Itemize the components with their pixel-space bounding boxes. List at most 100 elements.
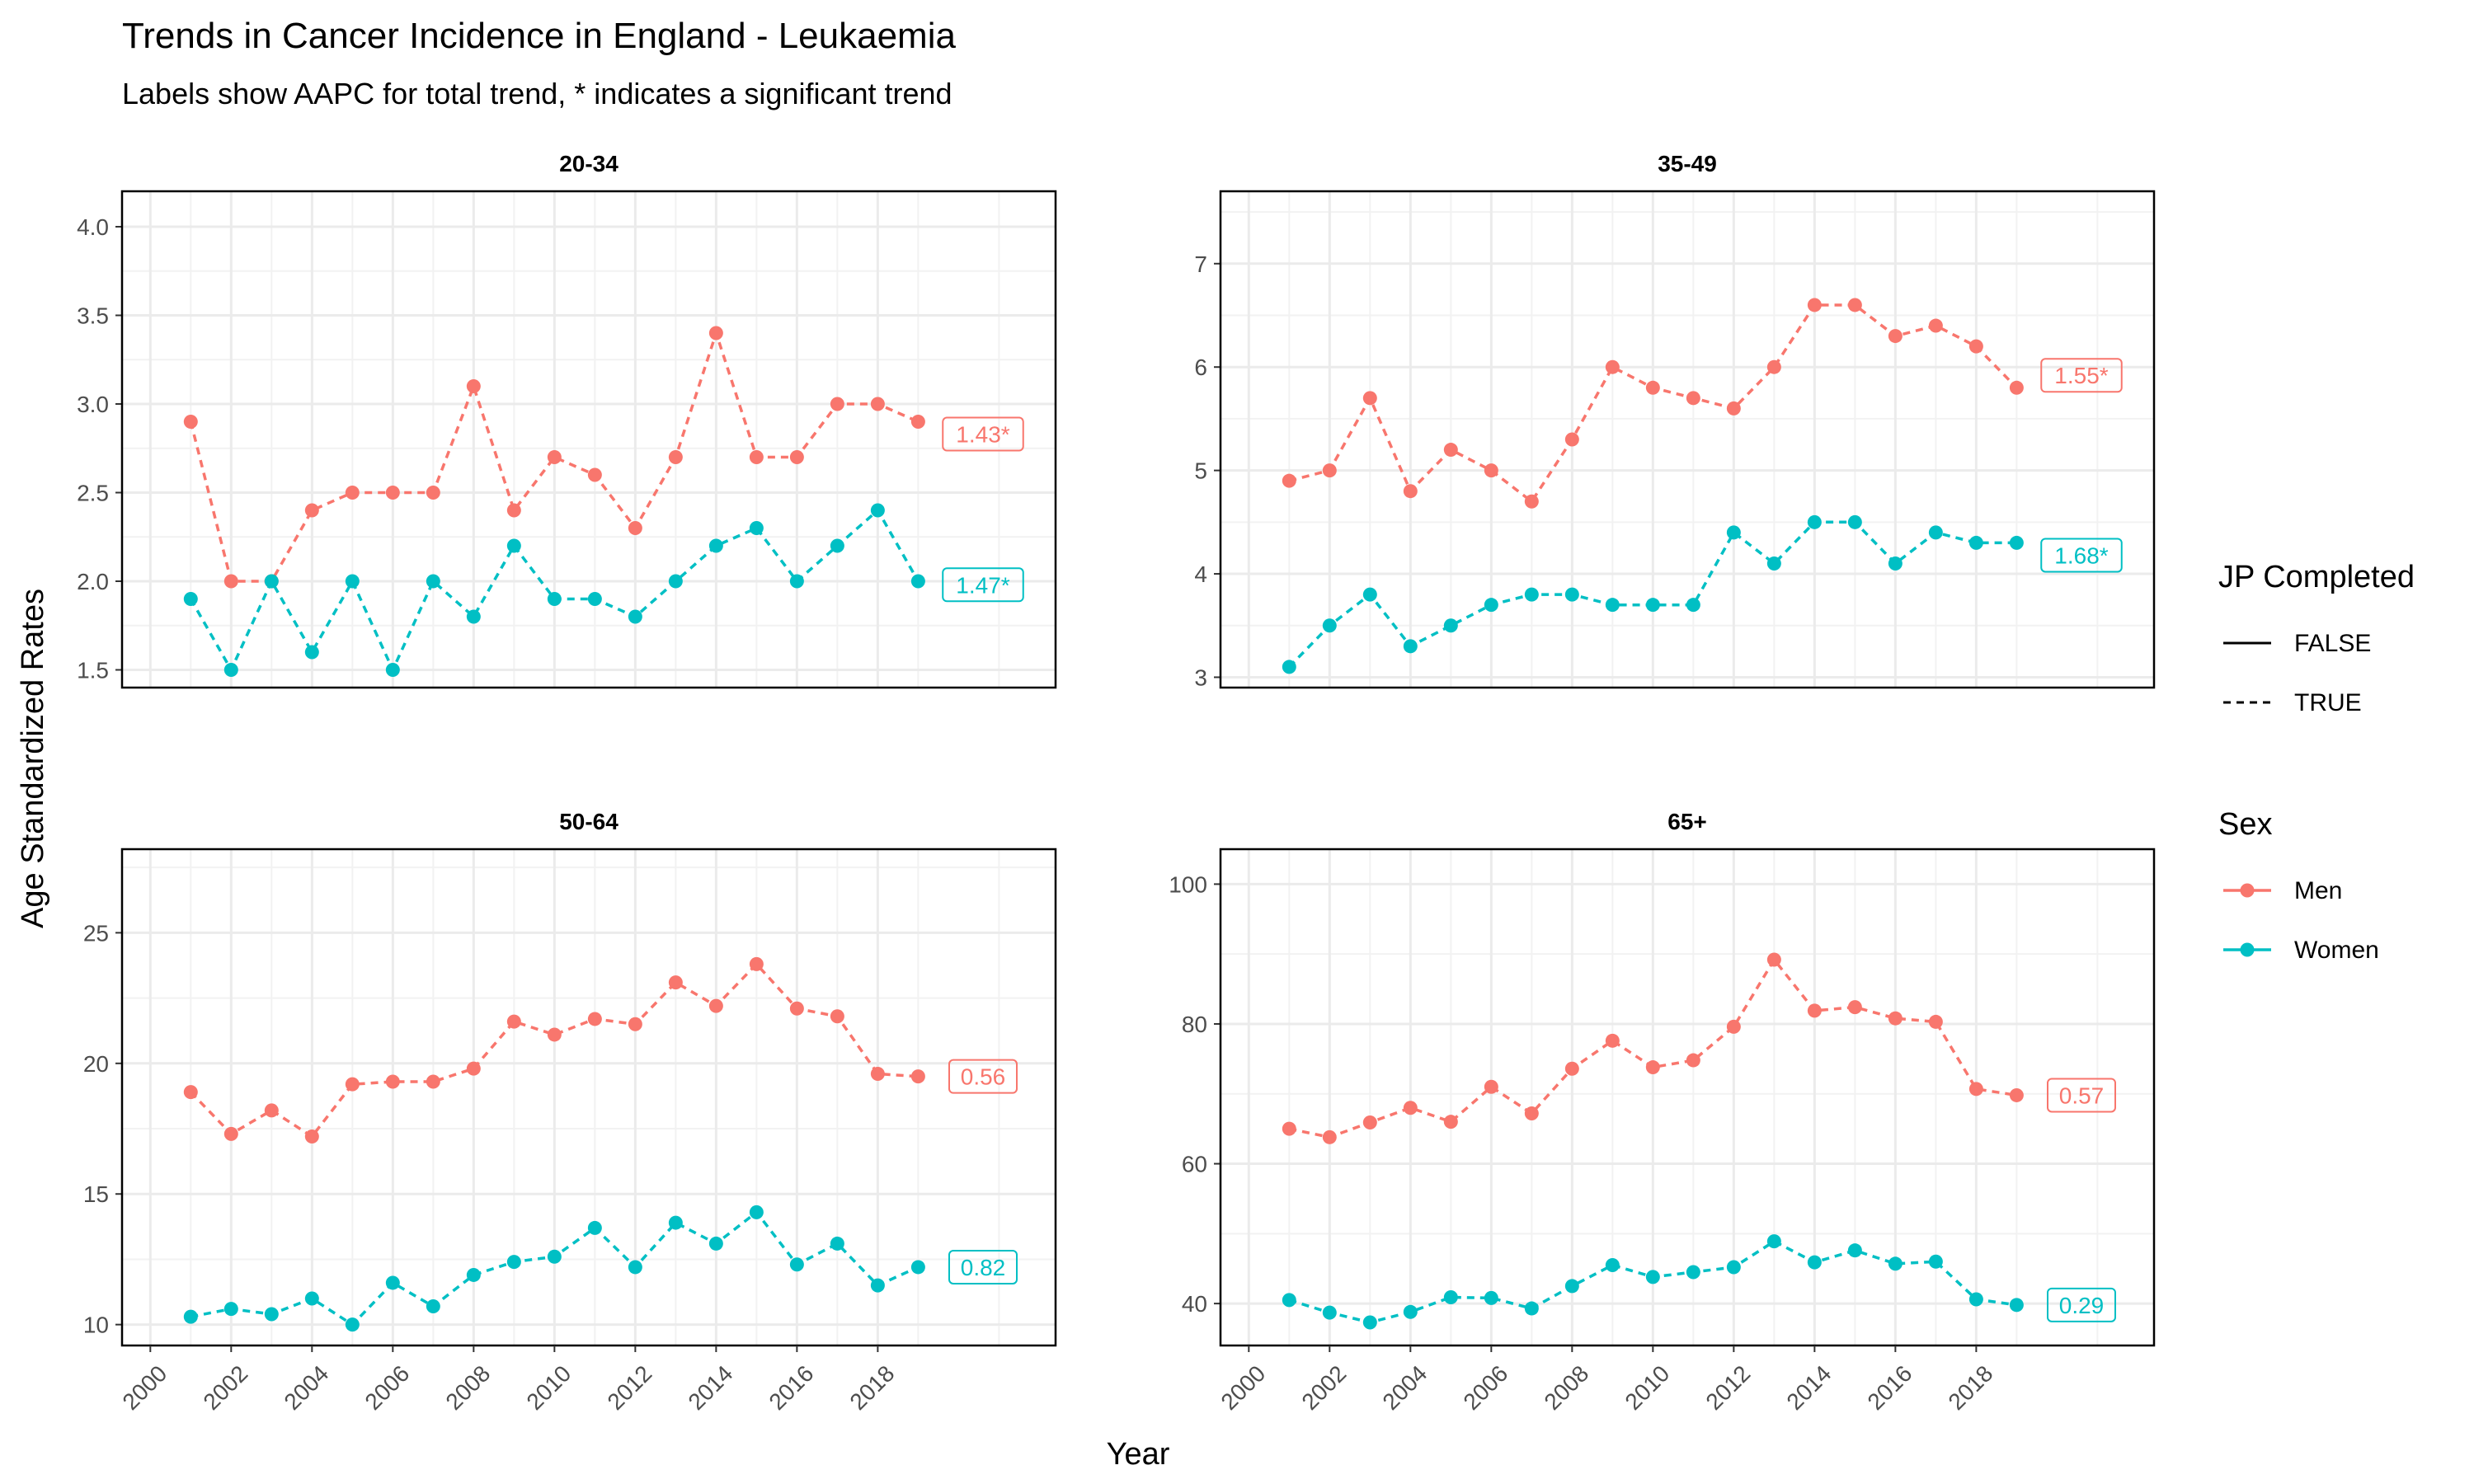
data-point-men bbox=[749, 450, 764, 464]
panel-title: 35-49 bbox=[1658, 151, 1717, 176]
data-point-men bbox=[1403, 484, 1418, 499]
data-point-men bbox=[426, 1074, 440, 1089]
data-point-men bbox=[1888, 329, 1903, 344]
data-point-men bbox=[1322, 463, 1337, 478]
x-tick-label: 2006 bbox=[1458, 1360, 1512, 1415]
y-tick-label: 100 bbox=[1169, 871, 1207, 897]
data-point-men bbox=[1362, 391, 1377, 406]
data-point-men bbox=[1524, 1106, 1539, 1121]
data-point-men bbox=[628, 1017, 642, 1031]
chart-subtitle: Labels show AAPC for total trend, * indi… bbox=[122, 77, 952, 110]
data-point-men bbox=[870, 397, 885, 411]
panel-65+: 65+ 40 60 80 100 0.57 0.29 2000 2002 2004 2006 2008… bbox=[1169, 809, 2156, 1415]
data-point-women bbox=[910, 574, 925, 589]
y-tick-label: 3.5 bbox=[77, 303, 109, 329]
data-point-men bbox=[1968, 339, 1983, 354]
data-point-women bbox=[628, 1260, 642, 1275]
data-point-men bbox=[304, 503, 319, 518]
x-tick-label: 2010 bbox=[521, 1360, 576, 1415]
data-point-men bbox=[789, 450, 804, 464]
data-point-women bbox=[1322, 618, 1337, 633]
x-tick-label: 2012 bbox=[602, 1360, 656, 1415]
data-point-women bbox=[708, 1236, 723, 1251]
data-point-women bbox=[506, 1255, 521, 1270]
data-point-men bbox=[587, 467, 602, 482]
data-point-men bbox=[1524, 494, 1539, 509]
data-point-women bbox=[1807, 1255, 1822, 1270]
data-point-men bbox=[1807, 298, 1822, 312]
y-tick-label: 7 bbox=[1194, 251, 1207, 277]
aapc-label-box bbox=[942, 416, 1024, 452]
data-point-women bbox=[1362, 587, 1377, 602]
aapc-label-box bbox=[2047, 1078, 2116, 1113]
aapc-label-box bbox=[2040, 358, 2123, 393]
data-point-men bbox=[1443, 1115, 1458, 1129]
data-point-women bbox=[345, 574, 360, 589]
data-point-men bbox=[1847, 298, 1862, 312]
legend-title-jp: JP Completed bbox=[2218, 560, 2415, 594]
legend-key-point-men bbox=[2240, 883, 2255, 898]
data-point-men bbox=[870, 1066, 885, 1081]
data-point-women bbox=[223, 663, 238, 677]
data-point-men bbox=[1443, 443, 1458, 458]
x-tick-label: 2010 bbox=[1620, 1360, 1674, 1415]
panel-border bbox=[120, 848, 1057, 1347]
data-point-men bbox=[426, 486, 440, 500]
data-point-men bbox=[1645, 380, 1660, 395]
y-tick-label: 6 bbox=[1194, 355, 1207, 380]
data-point-men bbox=[547, 1027, 562, 1042]
data-point-women bbox=[2009, 535, 2024, 550]
y-tick-label: 5 bbox=[1194, 458, 1207, 484]
data-point-men bbox=[910, 415, 925, 429]
y-tick-label: 2.0 bbox=[77, 569, 109, 594]
data-point-women bbox=[1766, 556, 1781, 571]
data-point-men bbox=[223, 1126, 238, 1141]
data-point-men bbox=[830, 397, 844, 411]
data-point-men bbox=[506, 1014, 521, 1029]
data-point-men bbox=[1766, 359, 1781, 374]
data-point-women bbox=[304, 1291, 319, 1306]
data-point-women bbox=[587, 1220, 602, 1235]
x-tick-label: 2002 bbox=[1296, 1360, 1351, 1415]
aapc-label-men: 1.55* bbox=[2054, 363, 2108, 388]
y-axis-title: Age Standardized Rates bbox=[16, 589, 50, 928]
data-point-women bbox=[668, 574, 683, 589]
y-tick-label: 20 bbox=[83, 1051, 109, 1077]
data-point-men bbox=[708, 998, 723, 1013]
x-axis-title: Year bbox=[1107, 1437, 1170, 1472]
x-tick-label: 2006 bbox=[360, 1360, 414, 1415]
x-tick-label: 2008 bbox=[1539, 1360, 1593, 1415]
data-point-men bbox=[183, 415, 198, 429]
data-point-men bbox=[1928, 318, 1943, 333]
x-tick-label: 2004 bbox=[1377, 1360, 1432, 1415]
data-point-men bbox=[506, 503, 521, 518]
data-point-women bbox=[304, 645, 319, 660]
panel-title: 65+ bbox=[1667, 809, 1707, 834]
data-point-men bbox=[1645, 1060, 1660, 1075]
data-point-men bbox=[304, 1129, 319, 1144]
panels-group: 20-34 1.5 2.0 2.5 3.0 3.5 4.0 1.43* 1.47* 35-49 3 4… bbox=[77, 151, 2156, 1415]
chart-title: Trends in Cancer Incidence in England - … bbox=[122, 16, 956, 56]
data-point-women bbox=[1362, 1315, 1377, 1330]
data-point-women bbox=[1847, 1243, 1862, 1258]
y-tick-label: 40 bbox=[1182, 1291, 1207, 1317]
data-point-women bbox=[789, 1257, 804, 1272]
data-point-women bbox=[183, 592, 198, 606]
y-tick-label: 15 bbox=[83, 1181, 109, 1207]
legend-label-men: Men bbox=[2294, 877, 2342, 904]
aapc-label-women: 0.82 bbox=[961, 1255, 1006, 1280]
data-point-women bbox=[547, 1249, 562, 1264]
data-point-women bbox=[466, 1267, 481, 1282]
legend: JP Completed FALSE TRUE Sex Men Women bbox=[2218, 560, 2415, 964]
x-tick-label: 2000 bbox=[117, 1360, 172, 1415]
data-point-women bbox=[1726, 1260, 1741, 1275]
data-point-women bbox=[1807, 514, 1822, 529]
panel-border bbox=[120, 190, 1057, 689]
panel-20-34: 20-34 1.5 2.0 2.5 3.0 3.5 4.0 1.43* 1.47* bbox=[77, 151, 1057, 689]
y-tick-label: 4.0 bbox=[77, 214, 109, 240]
aapc-label-box bbox=[948, 1059, 1018, 1094]
data-point-men bbox=[1686, 1053, 1700, 1068]
panel-title: 20-34 bbox=[559, 151, 618, 176]
aapc-label-men: 1.43* bbox=[956, 422, 1009, 448]
data-point-men bbox=[668, 975, 683, 990]
